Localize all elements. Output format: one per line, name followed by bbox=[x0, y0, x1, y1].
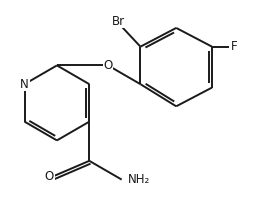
Text: NH₂: NH₂ bbox=[128, 173, 150, 186]
Text: O: O bbox=[103, 59, 113, 72]
Text: N: N bbox=[20, 78, 29, 91]
Text: O: O bbox=[45, 170, 54, 183]
Text: F: F bbox=[231, 40, 237, 53]
Text: Br: Br bbox=[112, 15, 125, 28]
